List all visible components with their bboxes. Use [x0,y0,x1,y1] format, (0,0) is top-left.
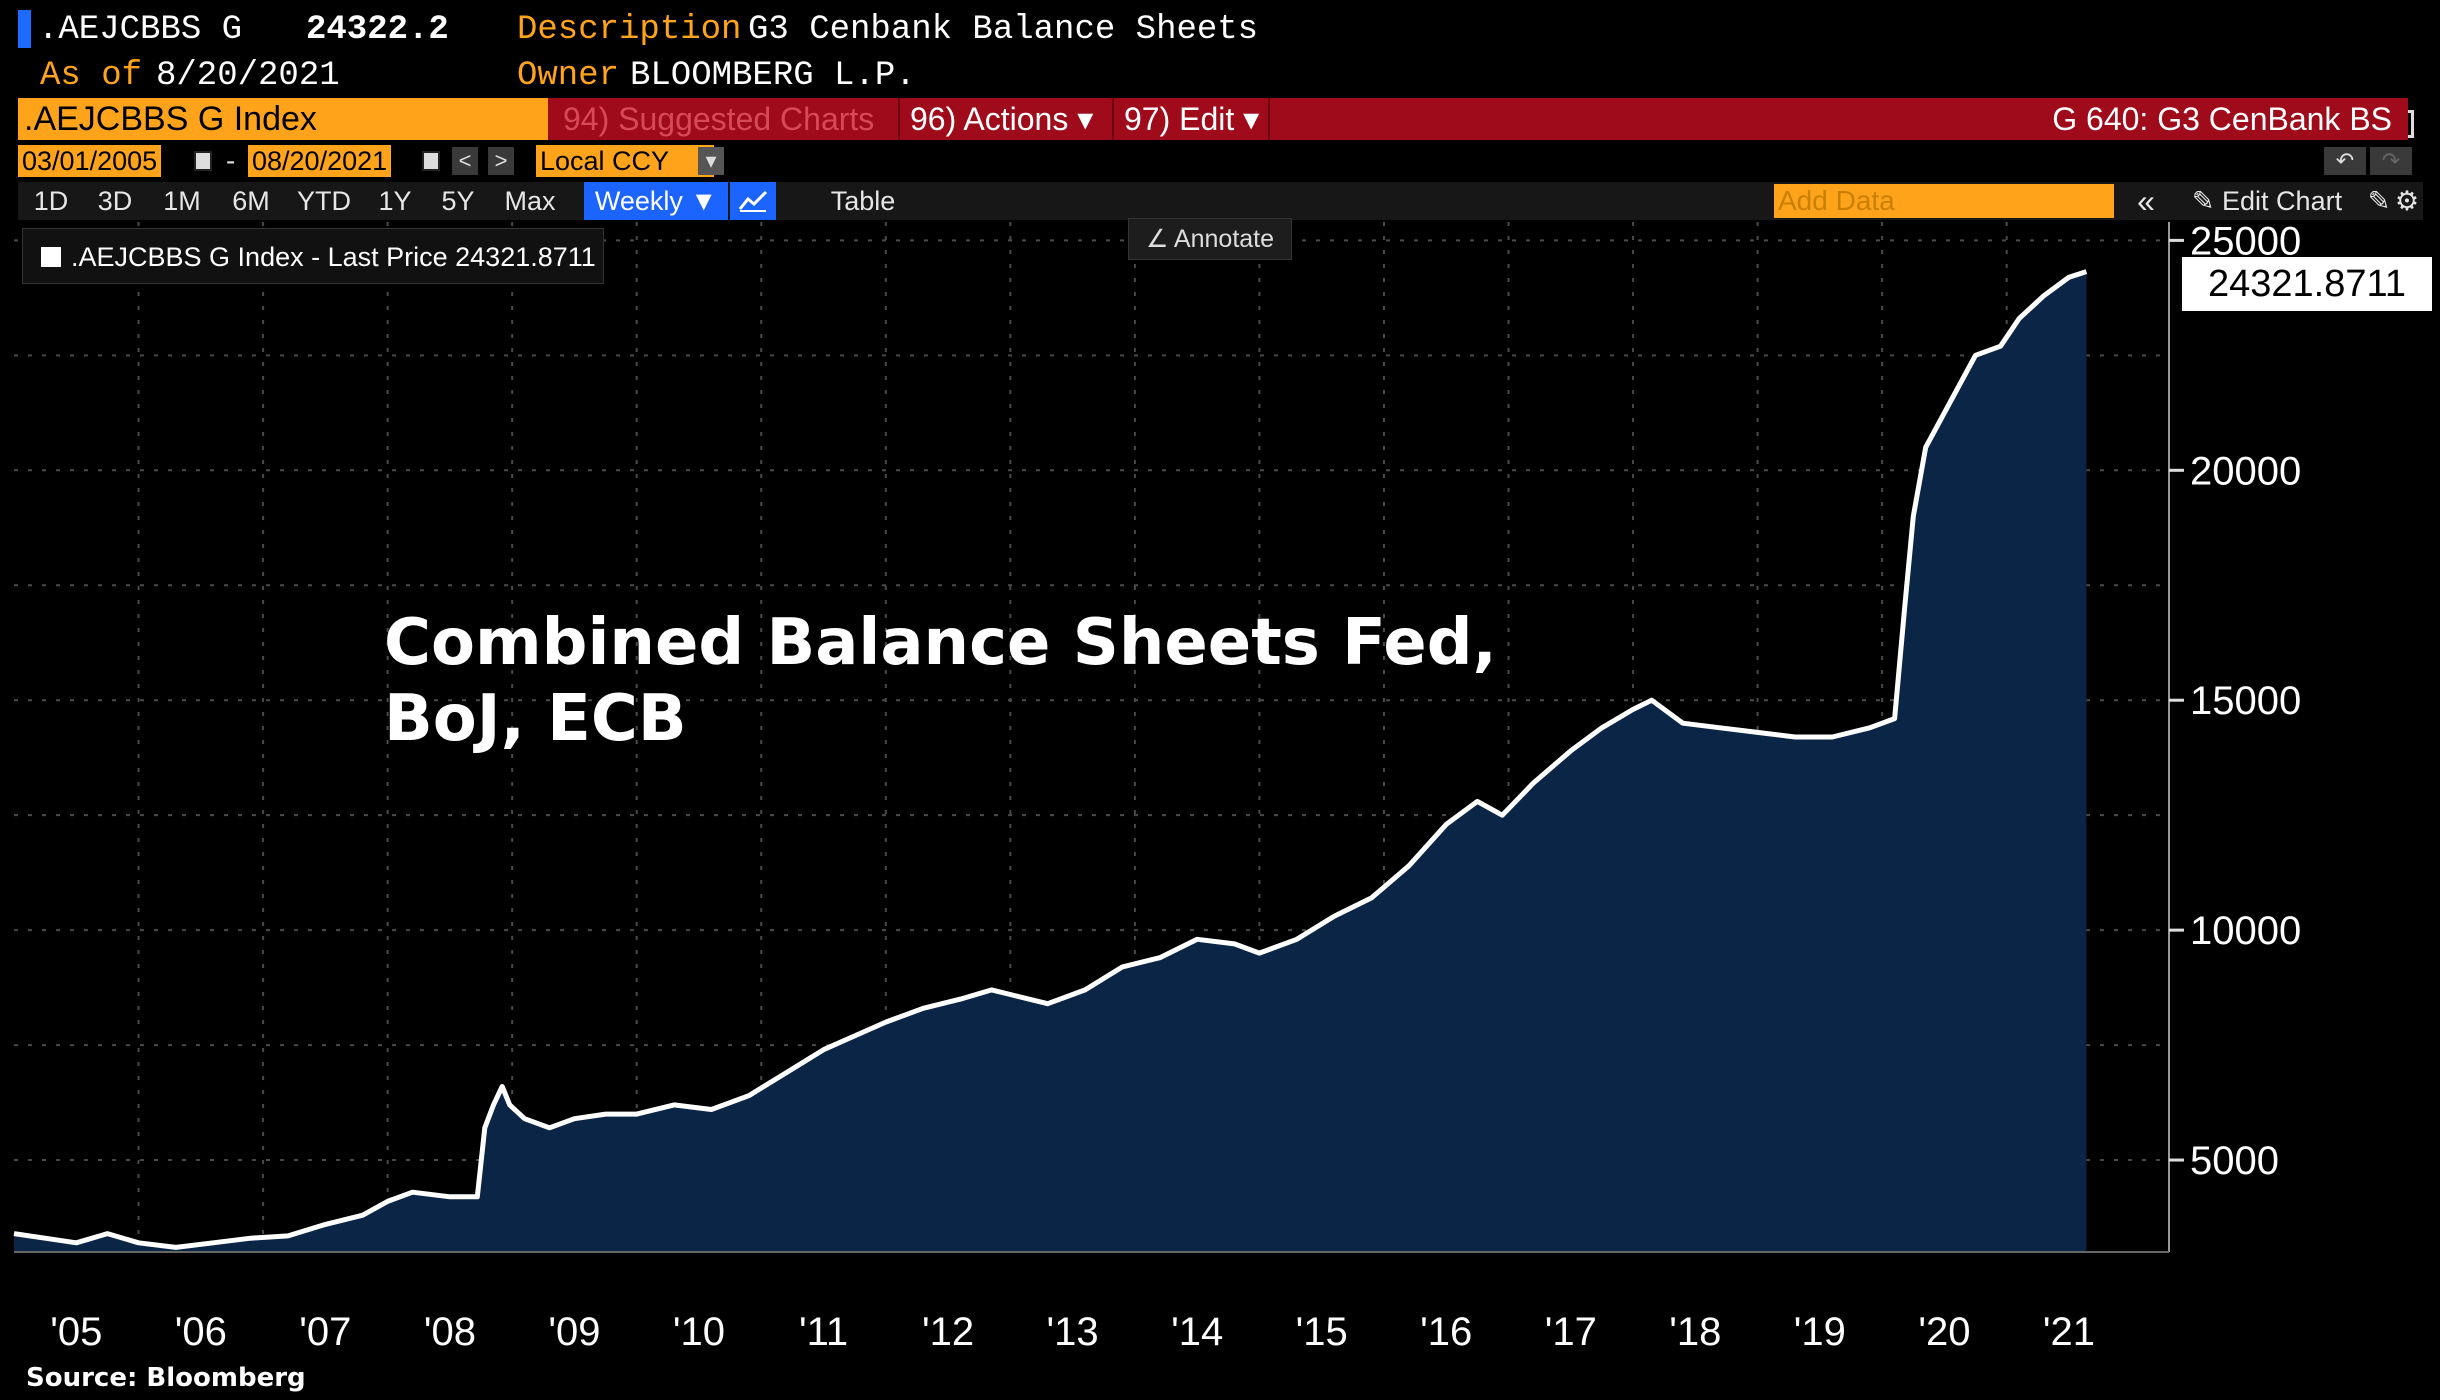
legend-label: .AEJCBBS G Index - Last Price 24321.8711 [71,242,596,272]
x-tick-label: '06 [175,1310,227,1354]
source-note: Source: Bloomberg [26,1363,306,1393]
actions-menu[interactable]: 96) Actions ▾ [910,101,1094,137]
suggested-charts-button[interactable]: 94) Suggested Charts [563,101,875,137]
currency-dropdown-icon[interactable]: ▾ [698,147,724,175]
x-tick-label: '16 [1420,1310,1472,1354]
edit-pencil-icon[interactable]: ✎ [2367,186,2391,216]
calendar-icon[interactable] [422,151,440,171]
period-5y[interactable]: 5Y [441,186,475,216]
x-tick-label: '20 [1918,1310,1970,1354]
period-max[interactable]: Max [504,186,556,216]
end-date-input[interactable]: 08/20/2021 [248,145,392,177]
red-menu-bar [548,98,2408,140]
owner-value: BLOOMBERG L.P. [630,57,916,95]
chart-type-icon[interactable] [730,182,776,220]
x-tick-label: '11 [799,1310,848,1354]
period-1m[interactable]: 1M [163,186,201,216]
page-code: G 640: G3 CenBank BS [2052,101,2392,137]
y-tick-label: 20000 [2190,449,2301,493]
x-tick-label: '13 [1047,1310,1099,1354]
as-of-value: 8/20/2021 [156,57,340,95]
chart-title-line: BoJ, ECB [384,682,687,756]
y-tick-label: 5000 [2190,1139,2279,1183]
separator [898,98,900,140]
edit-chart-button[interactable]: ✎ Edit Chart [2191,186,2343,216]
period-6m[interactable]: 6M [232,186,270,216]
x-tick-label: '12 [922,1310,974,1354]
x-tick-label: '18 [1669,1310,1721,1354]
table-button[interactable]: Table [830,186,896,216]
gear-icon[interactable]: ⚙ [2394,186,2420,216]
collapse-icon[interactable]: « [2137,183,2155,219]
description-label: Description [517,11,742,49]
y-tick-label: 15000 [2190,679,2301,723]
x-tick-label: '09 [548,1310,600,1354]
x-tick-label: '07 [299,1310,351,1354]
last-price: 24322.2 [306,11,449,49]
edit-menu[interactable]: 97) Edit ▾ [1124,101,1260,137]
security-header: .AEJCBBS G 24322.2 Description G3 Cenban… [0,0,2440,50]
index-name-field[interactable]: .AEJCBBS G Index [18,98,548,140]
x-tick-label: '05 [50,1310,102,1354]
series-area [14,271,2087,1253]
frequency-select[interactable]: Weekly ▼ [584,182,728,220]
prev-button[interactable]: < [452,147,478,175]
undo-icon[interactable]: ↶ [2324,147,2366,175]
price-chart[interactable]: 5000 10000 15000 20000 25000 '05 '06 '07 '08 '09… [0,222,2440,1400]
security-subheader: As of 8/20/2021 Owner BLOOMBERG L.P. [0,50,2440,138]
x-tick-label: '14 [1171,1310,1223,1354]
owner-label: Owner [517,57,620,95]
ticker-marker [18,10,31,48]
period-1d[interactable]: 1D [33,186,69,216]
next-button[interactable]: > [488,147,514,175]
x-tick-label: '17 [1545,1310,1597,1354]
y-axis-ticks: 5000 10000 15000 20000 25000 [2169,222,2301,1183]
date-range-bar: 03/01/2005 - 08/20/2021 < > Local CCY ▾ … [18,145,2412,179]
start-date-input[interactable]: 03/01/2005 [18,145,162,177]
add-data-input[interactable]: Add Data [1774,184,2114,218]
y-tick-label: 10000 [2190,909,2301,953]
chart-title: Combined Balance Sheets Fed, BoJ, ECB [384,605,1584,757]
x-tick-label: '10 [673,1310,725,1354]
last-value-tag: 24321.8711 [2182,257,2432,311]
redo-icon[interactable]: ↷ [2370,147,2412,175]
x-axis-ticks: '05 '06 '07 '08 '09 '10 '11 '12 '13 '14 '15 '16 '17 '… [50,1310,2095,1354]
date-dash: - [226,145,236,176]
ticker: .AEJCBBS G [38,11,243,49]
y-tick-label: 25000 [2190,222,2301,263]
chart-title-line: Combined Balance Sheets Fed, [384,606,1497,680]
period-3d[interactable]: 3D [97,186,133,216]
legend[interactable]: .AEJCBBS G Index - Last Price 24321.8711 [22,228,604,284]
annotate-button[interactable]: ∠ Annotate [1128,218,1292,260]
period-ytd[interactable]: YTD [297,186,351,216]
period-bar: 1D 3D 1M 6M YTD 1Y 5Y Max Weekly ▼ Table… [18,182,2423,220]
separator [1112,98,1114,140]
separator [1268,98,1270,140]
function-bar: .AEJCBBS G Index 94) Suggested Charts 96… [18,98,2408,140]
period-1y[interactable]: 1Y [378,186,412,216]
x-tick-label: '08 [424,1310,476,1354]
description-value: G3 Cenbank Balance Sheets [748,11,1259,49]
legend-swatch [41,247,61,267]
x-tick-label: '21 [2043,1310,2095,1354]
x-tick-label: '19 [1794,1310,1846,1354]
currency-select[interactable]: Local CCY [536,145,714,177]
as-of-label: As of [40,57,143,95]
calendar-icon[interactable] [194,151,212,171]
x-tick-label: '15 [1296,1310,1348,1354]
series-line [13,269,2088,1250]
